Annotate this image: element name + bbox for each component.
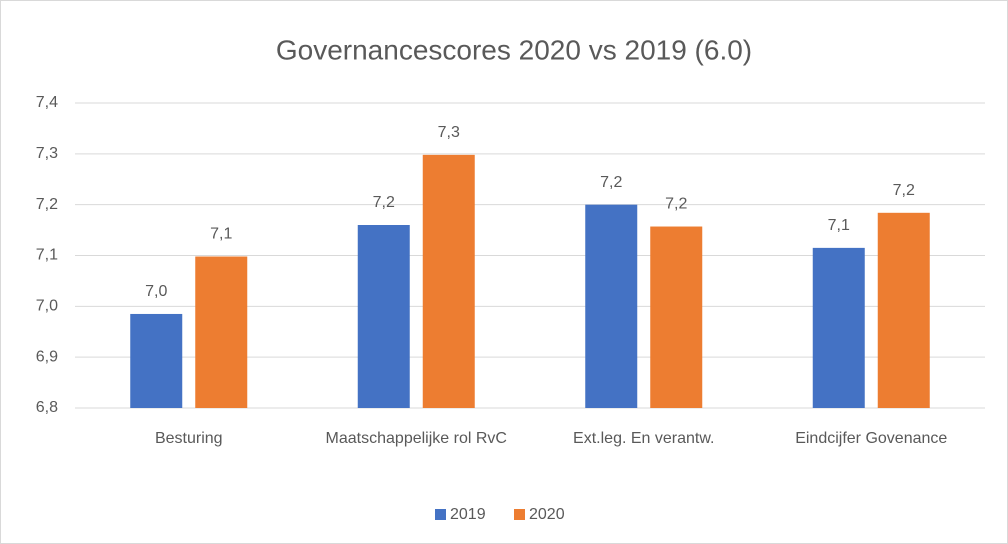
- bar: [130, 313, 183, 408]
- y-tick-label: 6,8: [36, 399, 58, 416]
- data-label: 7,2: [373, 194, 395, 211]
- bar: [650, 226, 703, 408]
- y-tick-label: 7,3: [36, 145, 58, 162]
- bar: [195, 256, 248, 408]
- data-label: 7,3: [438, 124, 460, 141]
- legend-label: 2019: [450, 506, 486, 523]
- bar: [585, 204, 638, 408]
- data-label: 7,2: [600, 174, 622, 191]
- chart-title: Governancescores 2020 vs 2019 (6.0): [276, 34, 752, 65]
- data-label: 7,1: [210, 226, 232, 243]
- data-label: 7,0: [145, 283, 167, 300]
- y-tick-label: 7,1: [36, 247, 58, 264]
- bar: [422, 154, 475, 408]
- x-tick-label: Besturing: [154, 430, 223, 447]
- x-tick-label: Eindcijfer Govenance: [795, 430, 948, 447]
- data-label: 7,1: [828, 217, 850, 234]
- bar: [812, 247, 865, 408]
- data-label: 7,2: [665, 196, 687, 213]
- y-tick-label: 7,4: [36, 94, 58, 111]
- legend-swatch: [435, 509, 446, 520]
- x-tick-label: Maatschappelijke rol RvC: [325, 430, 507, 447]
- legend-label: 2020: [529, 506, 565, 523]
- legend-swatch: [514, 509, 525, 520]
- data-label: 7,2: [893, 182, 915, 199]
- y-tick-label: 7,0: [36, 298, 58, 315]
- y-tick-label: 7,2: [36, 196, 58, 213]
- bar: [877, 212, 930, 408]
- y-tick-label: 6,9: [36, 348, 58, 365]
- x-tick-label: Ext.leg. En verantw.: [573, 430, 715, 447]
- bar: [357, 225, 410, 408]
